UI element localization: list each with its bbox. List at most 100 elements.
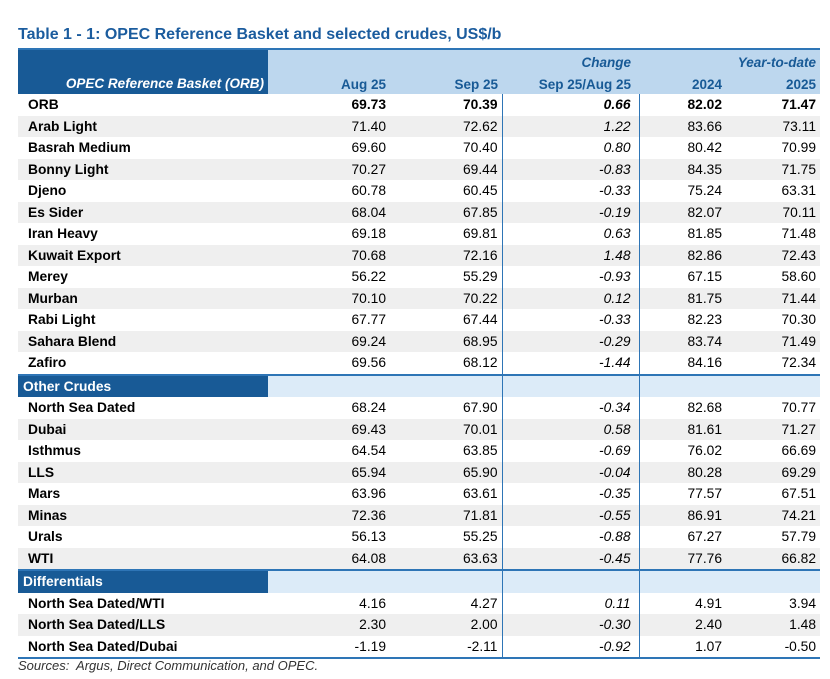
table-row: Isthmus 64.54 63.85 -0.69 76.02 66.69 — [18, 440, 820, 462]
cell-sep25: 55.25 — [390, 526, 503, 548]
cell-sep25: 70.40 — [390, 137, 503, 159]
table-row: LLS 65.94 65.90 -0.04 80.28 69.29 — [18, 461, 821, 483]
section-fill — [268, 374, 390, 397]
table-row: Merey 56.22 55.29 -0.93 67.15 58.60 — [18, 266, 820, 288]
table-row: Mars 63.96 63.61 -0.35 77.57 67.51 — [18, 483, 820, 505]
section-fill — [390, 570, 503, 593]
section-header-row: Differentials — [18, 570, 821, 593]
cell-change: -0.69 — [502, 440, 640, 462]
cell-change: -0.83 — [502, 158, 640, 180]
cell-sep25: 72.62 — [390, 115, 503, 137]
corner-header: OPEC Reference Basket (ORB) — [18, 49, 268, 94]
table-row: North Sea Dated/LLS 2.30 2.00 -0.30 2.40 1.48 — [18, 614, 821, 636]
table-row: North Sea Dated/WTI 4.16 4.27 0.11 4.91 3.94 — [18, 592, 820, 614]
section-fill — [726, 374, 821, 397]
cell-aug25: 69.18 — [351, 226, 386, 241]
cell-aug25: 63.96 — [351, 486, 386, 501]
section-fill — [268, 570, 390, 593]
cell-change: 0.12 — [502, 287, 640, 309]
cell-2024: 82.68 — [687, 400, 722, 415]
cell-aug25: 60.78 — [351, 183, 386, 198]
cell-sep25: 67.44 — [390, 309, 503, 331]
cell-aug25: 72.36 — [268, 504, 390, 526]
cell-aug25: 68.04 — [268, 201, 390, 223]
cell-aug25: 70.10 — [268, 287, 390, 309]
cell-sep25: -2.11 — [390, 635, 503, 658]
cell-2025: 71.27 — [726, 418, 821, 440]
cell-sep25: 65.90 — [390, 461, 503, 483]
cell-2025: 57.79 — [781, 529, 817, 544]
cell-2024: 4.91 — [695, 595, 722, 611]
cell-2025: 70.11 — [726, 201, 821, 223]
cell-2024: 82.23 — [687, 312, 722, 327]
cell-sep25: 70.22 — [390, 287, 503, 309]
cell-change: -0.92 — [502, 635, 640, 658]
cell-2025: 73.11 — [726, 115, 821, 137]
cell-2024: 81.75 — [639, 287, 726, 309]
cell-aug25: 69.60 — [351, 140, 386, 155]
table-row: ORB 69.73 70.39 0.66 82.02 71.47 — [18, 94, 820, 116]
col-header-sep25: Sep 25 — [390, 72, 502, 94]
row-label: Kuwait Export — [18, 244, 268, 266]
cell-sep25: 2.00 — [390, 614, 503, 636]
cell-change: -0.88 — [502, 526, 640, 548]
cell-2025: 71.49 — [726, 330, 821, 352]
cell-aug25: 68.24 — [351, 400, 386, 415]
table-row: Iran Heavy 69.18 69.81 0.63 81.85 71.48 — [18, 223, 820, 245]
col-header-change: Sep 25/Aug 25 — [502, 72, 639, 94]
cell-sep25: 60.45 — [390, 180, 503, 202]
cell-sep25: 4.27 — [390, 592, 503, 614]
row-label: Urals — [28, 529, 63, 544]
cell-2025: 71.48 — [781, 226, 817, 241]
col-header-aug25: Aug 25 — [268, 72, 390, 94]
cell-2024: 81.85 — [687, 226, 722, 241]
cell-2025: 70.99 — [781, 140, 817, 155]
cell-2024: 82.86 — [639, 244, 726, 266]
cell-2024: 80.28 — [639, 461, 726, 483]
row-label: North Sea Dated/Dubai — [28, 638, 178, 654]
cell-2025: 3.94 — [789, 595, 817, 611]
section-fill — [726, 570, 821, 593]
cell-aug25: 56.22 — [351, 269, 386, 284]
cell-change: 0.80 — [502, 137, 640, 159]
table-row: Bonny Light 70.27 69.44 -0.83 84.35 71.75 — [18, 158, 821, 180]
cell-2024: 67.27 — [687, 529, 722, 544]
row-label: ORB — [28, 97, 59, 112]
cell-aug25: 64.08 — [268, 547, 390, 570]
cell-2024: 67.15 — [687, 269, 722, 284]
cell-change: -0.29 — [502, 330, 640, 352]
cell-change: 1.22 — [502, 115, 640, 137]
cell-2025: 69.29 — [726, 461, 821, 483]
row-label: Mars — [28, 486, 61, 501]
table-row: Zafiro 69.56 68.12 -1.44 84.16 72.34 — [18, 352, 820, 375]
cell-2024: 76.02 — [687, 443, 722, 458]
table-body: ORB 69.73 70.39 0.66 82.02 71.47 Arab Light 71.… — [18, 94, 821, 658]
cell-2025: 72.43 — [726, 244, 821, 266]
cell-sep25: 63.85 — [390, 440, 503, 462]
cell-2025: 70.30 — [781, 312, 817, 327]
cell-sep25: 63.61 — [390, 483, 503, 505]
change-group-header: Change — [502, 49, 639, 72]
col-header-2025: 2025 — [726, 72, 821, 94]
row-label: Murban — [18, 287, 268, 309]
cell-sep25: 72.16 — [390, 244, 503, 266]
opec-reference-basket-table: OPEC Reference Basket (ORB) Change Year-… — [18, 48, 821, 659]
row-label: Rabi Light — [28, 312, 96, 327]
cell-sep25: 70.39 — [390, 94, 503, 116]
cell-aug25: 70.27 — [268, 158, 390, 180]
section-fill — [502, 570, 640, 593]
section-fill — [502, 374, 640, 397]
cell-2024: 82.07 — [639, 201, 726, 223]
cell-change: -0.34 — [502, 397, 640, 419]
cell-sep25: 69.81 — [390, 223, 503, 245]
cell-sep25: 63.63 — [390, 547, 503, 570]
cell-2025: 71.44 — [726, 287, 821, 309]
cell-sep25: 67.85 — [390, 201, 503, 223]
row-label: Bonny Light — [18, 158, 268, 180]
cell-2024: 82.02 — [687, 97, 722, 112]
table-row: Basrah Medium 69.60 70.40 0.80 80.42 70.99 — [18, 137, 820, 159]
cell-change: -0.45 — [502, 547, 640, 570]
table-header: OPEC Reference Basket (ORB) Change Year-… — [18, 49, 821, 94]
table-row: Rabi Light 67.77 67.44 -0.33 82.23 70.30 — [18, 309, 820, 331]
